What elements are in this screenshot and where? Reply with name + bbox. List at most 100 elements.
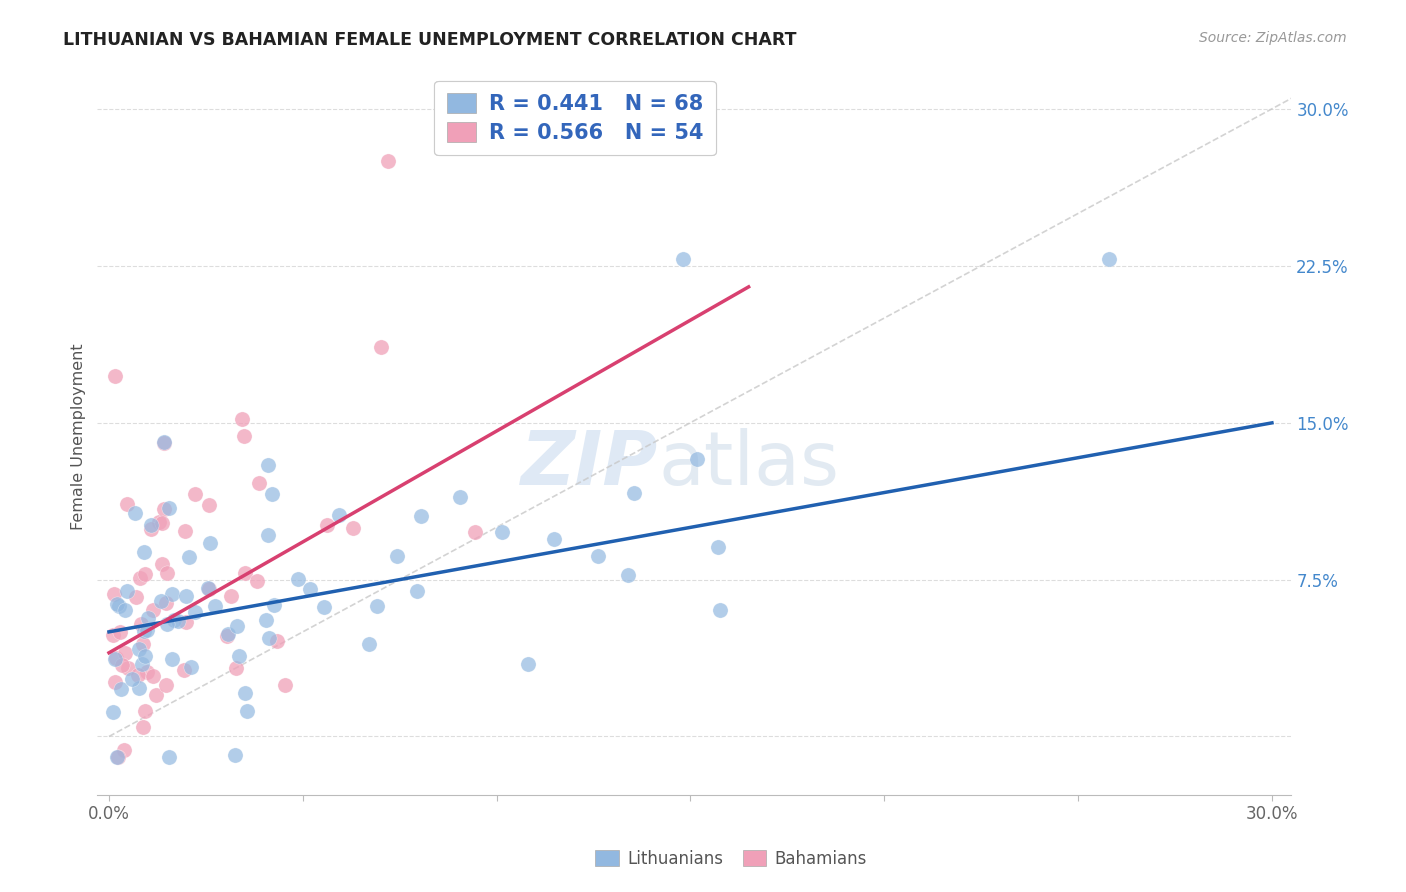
Point <box>672 252 695 267</box>
Point <box>124 591 146 605</box>
Point <box>516 657 538 671</box>
Point <box>1098 252 1121 267</box>
Point <box>121 672 143 686</box>
Point <box>257 528 280 542</box>
Point <box>174 589 197 603</box>
Legend: Lithuanians, Bahamians: Lithuanians, Bahamians <box>589 844 873 875</box>
Point <box>217 627 239 641</box>
Point <box>129 571 152 585</box>
Point <box>150 594 173 608</box>
Point <box>197 581 219 595</box>
Point <box>312 599 335 614</box>
Point <box>136 624 159 638</box>
Point <box>198 535 221 549</box>
Point <box>145 688 167 702</box>
Point <box>709 602 731 616</box>
Point <box>686 452 709 467</box>
Point <box>114 646 136 660</box>
Point <box>219 589 242 603</box>
Point <box>136 665 159 680</box>
Point <box>287 572 309 586</box>
Point <box>370 340 392 354</box>
Point <box>141 522 163 536</box>
Point <box>225 661 247 675</box>
Point <box>623 485 645 500</box>
Legend: R = 0.441   N = 68, R = 0.566   N = 54: R = 0.441 N = 68, R = 0.566 N = 54 <box>434 80 716 155</box>
Point <box>342 521 364 535</box>
Point <box>162 652 184 666</box>
Point <box>174 615 197 629</box>
Text: ZIP: ZIP <box>522 428 658 501</box>
Point <box>231 412 253 426</box>
Point <box>155 678 177 692</box>
Point <box>359 637 381 651</box>
Point <box>131 657 153 671</box>
Point <box>103 587 125 601</box>
Point <box>184 605 207 619</box>
Point <box>226 619 249 633</box>
Point <box>266 634 288 648</box>
Point <box>128 681 150 695</box>
Point <box>104 368 127 383</box>
Point <box>235 686 257 700</box>
Point <box>148 515 170 529</box>
Point <box>156 566 179 580</box>
Point <box>254 613 277 627</box>
Point <box>136 611 159 625</box>
Point <box>387 549 409 563</box>
Point <box>157 501 180 516</box>
Point <box>131 637 153 651</box>
Point <box>247 476 270 491</box>
Point <box>299 582 322 596</box>
Point <box>134 649 156 664</box>
Text: LITHUANIAN VS BAHAMIAN FEMALE UNEMPLOYMENT CORRELATION CHART: LITHUANIAN VS BAHAMIAN FEMALE UNEMPLOYME… <box>63 31 797 49</box>
Point <box>236 704 259 718</box>
Point <box>142 603 165 617</box>
Point <box>180 659 202 673</box>
Point <box>273 678 295 692</box>
Point <box>228 648 250 663</box>
Point <box>197 582 219 596</box>
Point <box>224 747 246 762</box>
Point <box>128 642 150 657</box>
Point <box>101 628 124 642</box>
Point <box>150 557 173 571</box>
Point <box>107 750 129 764</box>
Point <box>233 566 256 581</box>
Point <box>152 502 174 516</box>
Point <box>127 668 149 682</box>
Point <box>155 617 177 632</box>
Point <box>157 750 180 764</box>
Point <box>155 596 177 610</box>
Point <box>543 532 565 546</box>
Point <box>707 541 730 555</box>
Point <box>204 599 226 614</box>
Text: Source: ZipAtlas.com: Source: ZipAtlas.com <box>1199 31 1347 45</box>
Point <box>166 615 188 629</box>
Point <box>198 499 221 513</box>
Point <box>163 613 186 627</box>
Point <box>101 705 124 719</box>
Point <box>184 487 207 501</box>
Point <box>405 583 427 598</box>
Point <box>105 597 128 611</box>
Point <box>409 509 432 524</box>
Point <box>111 658 134 673</box>
Point <box>134 566 156 581</box>
Point <box>142 669 165 683</box>
Point <box>129 617 152 632</box>
Point <box>464 524 486 539</box>
Point <box>112 743 135 757</box>
Point <box>174 524 197 538</box>
Point <box>134 704 156 718</box>
Point <box>259 631 281 645</box>
Point <box>105 750 128 764</box>
Point <box>132 624 155 638</box>
Point <box>132 720 155 734</box>
Point <box>162 587 184 601</box>
Point <box>110 681 132 696</box>
Point <box>377 154 399 169</box>
Point <box>104 675 127 690</box>
Point <box>124 506 146 520</box>
Point <box>491 524 513 539</box>
